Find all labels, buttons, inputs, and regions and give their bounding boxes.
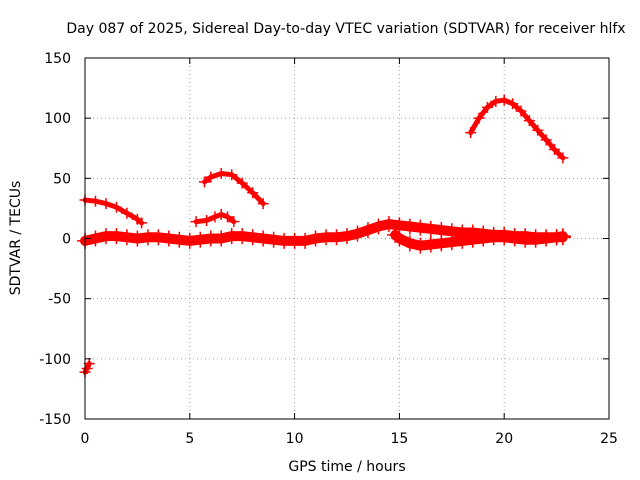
data-point xyxy=(538,230,555,247)
series-midday-arc xyxy=(198,168,269,210)
data-point xyxy=(523,115,535,127)
data-point xyxy=(339,228,355,245)
data-point xyxy=(121,207,133,219)
data-point xyxy=(222,211,234,223)
axis-ticks: 0 5 10 15 20 25 -150 -100 -50 0 50 100 150 xyxy=(39,51,618,447)
data-point xyxy=(110,201,122,213)
data-point xyxy=(192,231,209,248)
x-tick-label: 15 xyxy=(390,431,408,447)
x-tick-label: 0 xyxy=(81,431,90,447)
series-line xyxy=(468,97,566,161)
data-point xyxy=(554,228,571,245)
data-point xyxy=(443,234,460,251)
data-point xyxy=(255,230,272,247)
y-tick-label: 100 xyxy=(44,111,71,127)
data-point xyxy=(150,229,167,246)
data-point xyxy=(380,216,397,233)
data-point xyxy=(236,177,248,189)
data-point xyxy=(136,217,148,229)
data-point xyxy=(215,208,227,220)
data-point xyxy=(215,168,227,180)
data-point xyxy=(540,134,552,146)
y-tick-label: -150 xyxy=(39,412,71,428)
series-line xyxy=(202,171,266,207)
data-point xyxy=(129,230,146,247)
data-point xyxy=(391,230,408,247)
x-tick-label: 10 xyxy=(286,431,304,447)
data-point xyxy=(83,358,95,370)
data-point xyxy=(108,228,125,245)
data-point xyxy=(265,231,282,248)
data-point xyxy=(297,232,314,249)
x-tick-label: 25 xyxy=(600,431,618,447)
data-point xyxy=(228,216,240,228)
series-midday-lower-arc xyxy=(190,208,240,228)
data-point xyxy=(401,235,418,252)
data-point xyxy=(422,236,439,253)
data-point xyxy=(81,362,93,374)
y-axis-label: SDTVAR / TECUs xyxy=(8,181,24,296)
data-point xyxy=(247,187,259,199)
data-point xyxy=(506,230,523,247)
data-point xyxy=(190,216,202,228)
y-tick-label: -100 xyxy=(39,352,71,368)
data-point xyxy=(244,229,261,246)
data-point xyxy=(490,95,502,107)
y-tick-label: 0 xyxy=(62,232,71,248)
data-point xyxy=(234,228,251,245)
data-point xyxy=(433,235,450,252)
x-axis-label: GPS time / hours xyxy=(288,459,405,475)
data-point xyxy=(226,169,238,181)
y-tick-label: 50 xyxy=(53,171,71,187)
data-point xyxy=(160,230,177,247)
series-lower-branch xyxy=(387,226,571,254)
y-tick-label: -50 xyxy=(48,292,71,308)
data-point xyxy=(475,230,492,247)
data-point xyxy=(349,225,366,242)
data-point xyxy=(473,112,485,124)
data-point xyxy=(89,195,101,207)
data-point xyxy=(549,143,561,155)
data-point xyxy=(370,218,387,235)
data-point xyxy=(100,198,112,210)
data-point xyxy=(464,231,481,248)
data-point xyxy=(181,232,198,249)
data-point xyxy=(387,226,404,243)
data-point xyxy=(557,152,569,164)
data-point xyxy=(527,231,544,248)
data-point xyxy=(205,171,217,183)
data-point xyxy=(209,211,221,223)
series-early-descending-arc xyxy=(79,194,148,229)
data-point xyxy=(465,127,477,139)
series-early-low-segment xyxy=(79,358,95,378)
data-point xyxy=(328,229,345,246)
data-point xyxy=(198,176,210,188)
data-point xyxy=(359,222,376,239)
data-point xyxy=(401,218,418,235)
data-point xyxy=(496,229,513,246)
data-point xyxy=(171,231,188,248)
data-point xyxy=(507,98,519,110)
data-series xyxy=(77,94,571,378)
data-point xyxy=(422,220,439,237)
data-point xyxy=(515,105,527,117)
x-tick-label: 20 xyxy=(495,431,513,447)
chart-title: Day 087 of 2025, Sidereal Day-to-day VTE… xyxy=(66,21,625,37)
data-point xyxy=(532,124,544,136)
x-tick-label: 5 xyxy=(185,431,194,447)
data-point xyxy=(412,237,429,254)
data-point xyxy=(213,230,230,247)
data-point xyxy=(412,219,429,236)
series-evening-arc xyxy=(465,94,569,164)
data-point xyxy=(307,230,324,247)
data-point xyxy=(481,101,493,113)
data-point xyxy=(454,232,471,249)
data-point xyxy=(257,198,269,210)
data-point xyxy=(498,94,510,106)
data-point xyxy=(201,214,213,226)
data-point xyxy=(118,229,135,246)
data-point xyxy=(548,229,565,246)
y-tick-label: 150 xyxy=(44,51,71,67)
